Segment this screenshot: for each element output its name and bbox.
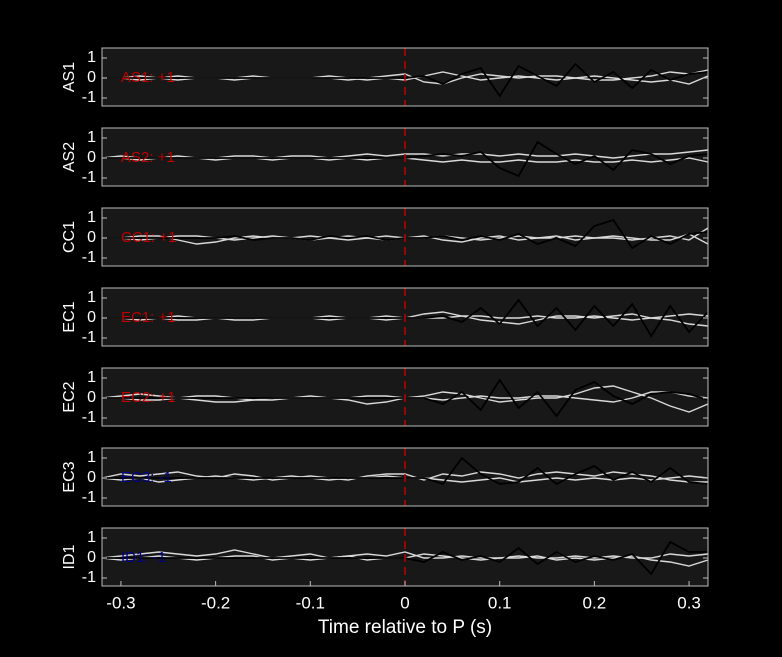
y-tick-label: -1 xyxy=(82,489,96,506)
annotation: AS1: +1 xyxy=(121,69,175,86)
annotation: EC3: -1 xyxy=(121,469,172,486)
y-tick-label: 1 xyxy=(87,129,96,146)
x-tick-label: -0.2 xyxy=(201,593,230,612)
y-tick-label: 0 xyxy=(87,149,96,166)
y-tick-label: -1 xyxy=(82,89,96,106)
plot-frame xyxy=(101,447,709,507)
y-axis-label: AS1 xyxy=(61,62,78,92)
annotation: EC2: +1 xyxy=(121,389,176,406)
plot-frame xyxy=(101,367,709,427)
y-tick-label: -1 xyxy=(82,249,96,266)
annotation: CC1: +1 xyxy=(121,229,176,246)
y-axis-label: AS2 xyxy=(61,142,78,172)
x-tick-label: -0.3 xyxy=(106,593,135,612)
y-tick-label: 1 xyxy=(87,209,96,226)
y-axis-label: EC1 xyxy=(61,301,78,332)
y-tick-label: -1 xyxy=(82,409,96,426)
y-tick-label: 1 xyxy=(87,449,96,466)
x-axis-label: Time relative to P (s) xyxy=(318,617,492,638)
y-axis-label: EC2 xyxy=(61,381,78,412)
y-tick-label: 0 xyxy=(87,309,96,326)
trace xyxy=(101,549,709,559)
y-tick-label: 1 xyxy=(87,289,96,306)
annotation: AS2: +1 xyxy=(121,149,175,166)
y-tick-label: -1 xyxy=(82,169,96,186)
y-tick-label: 1 xyxy=(87,369,96,386)
x-tick-label: 0 xyxy=(400,593,409,612)
plot-frame xyxy=(101,47,709,107)
annotation: EC1: +1 xyxy=(121,309,176,326)
y-tick-label: -1 xyxy=(82,329,96,346)
y-axis-label: EC3 xyxy=(61,461,78,492)
x-tick-label: 0.3 xyxy=(677,593,701,612)
y-axis-label: CC1 xyxy=(61,221,78,253)
y-tick-label: 1 xyxy=(87,49,96,66)
x-tick-label: 0.2 xyxy=(583,593,607,612)
plot-frame xyxy=(101,287,709,347)
y-tick-label: 0 xyxy=(87,69,96,86)
y-tick-label: 1 xyxy=(87,529,96,546)
y-tick-label: 0 xyxy=(87,229,96,246)
x-tick-label: -0.1 xyxy=(296,593,325,612)
annotation: ID1: -1 xyxy=(121,549,166,566)
plot-frame xyxy=(101,207,709,267)
y-tick-label: 0 xyxy=(87,469,96,486)
y-tick-label: 0 xyxy=(87,389,96,406)
plot-frame xyxy=(101,127,709,187)
y-tick-label: 0 xyxy=(87,549,96,566)
x-tick-label: 0.1 xyxy=(488,593,512,612)
y-axis-label: ID1 xyxy=(61,544,78,569)
y-tick-label: -1 xyxy=(82,569,96,586)
